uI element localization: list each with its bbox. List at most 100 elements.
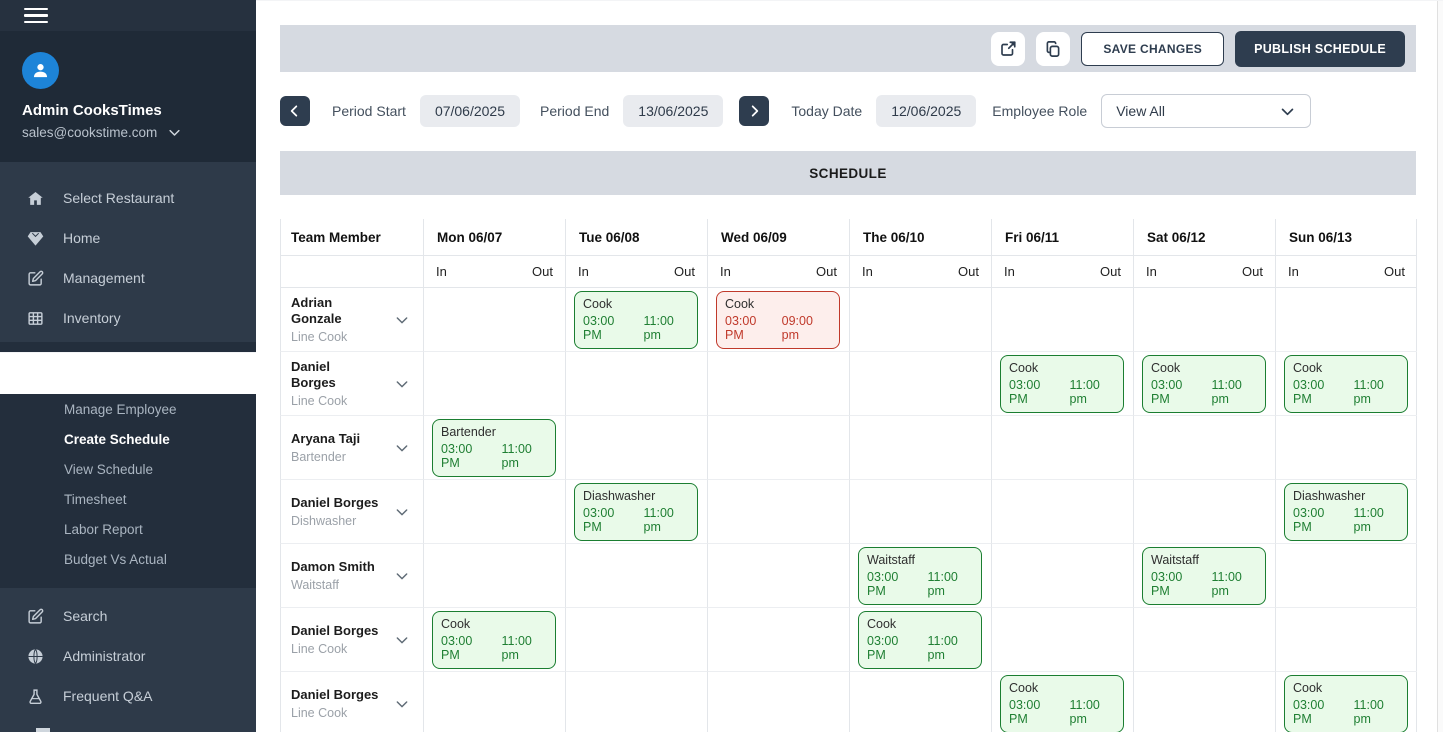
team-member-cell[interactable]: Daniel Borges Line Cook [280,608,423,672]
empty-shift-cell[interactable] [1275,544,1417,608]
empty-shift-cell[interactable] [1275,608,1417,672]
empty-shift-cell[interactable] [707,672,849,732]
empty-shift-cell[interactable] [707,480,849,544]
empty-shift-cell[interactable] [1133,672,1275,732]
empty-shift-cell[interactable] [991,288,1133,352]
save-changes-button[interactable]: SAVE CHANGES [1081,31,1225,66]
chevron-down-icon[interactable] [394,696,410,712]
empty-shift-cell[interactable] [423,288,565,352]
export-button[interactable] [991,31,1026,66]
empty-shift-cell[interactable] [849,288,991,352]
scrollbar[interactable] [1437,1,1443,732]
empty-shift-cell[interactable] [849,352,991,416]
sidebar-subitem-create-schedule[interactable]: Create Schedule [64,431,170,447]
empty-shift-cell[interactable] [1275,288,1417,352]
empty-shift-cell[interactable] [707,544,849,608]
shift-cell[interactable]: Cook 03:00 PM 11:00 pm [423,608,565,672]
empty-shift-cell[interactable] [1133,416,1275,480]
empty-shift-cell[interactable] [423,480,565,544]
chevron-down-icon[interactable] [394,440,410,456]
shift-cell[interactable]: Diashwasher 03:00 PM 11:00 pm [565,480,707,544]
avatar[interactable] [22,52,59,89]
empty-shift-cell[interactable] [991,416,1133,480]
next-period-button[interactable] [739,96,770,126]
chevron-down-icon[interactable] [394,632,410,648]
team-member-cell[interactable]: Daniel Borges Line Cook [280,672,423,732]
sidebar-subitem-labor-report[interactable]: Labor Report [64,521,143,537]
shift-cell[interactable]: Bartender 03:00 PM 11:00 pm [423,416,565,480]
shift-cell[interactable]: Cook 03:00 PM 11:00 pm [1275,352,1417,416]
shift-card[interactable]: Diashwasher 03:00 PM 11:00 pm [574,482,698,541]
team-member-cell[interactable]: Adrian Gonzale Line Cook [280,288,423,352]
sidebar-item-frequent-qa[interactable]: Frequent Q&A [0,676,256,716]
shift-cell[interactable]: Cook 03:00 PM 11:00 pm [991,352,1133,416]
shift-card[interactable]: Waitstaff 03:00 PM 11:00 pm [1142,546,1266,605]
empty-shift-cell[interactable] [1133,608,1275,672]
shift-cell[interactable]: Cook 03:00 PM 11:00 pm [849,608,991,672]
empty-shift-cell[interactable] [565,608,707,672]
sidebar-item-search[interactable]: Search [0,596,256,636]
empty-shift-cell[interactable] [1133,288,1275,352]
previous-period-button[interactable] [280,96,310,126]
sidebar-item-scheduling[interactable]: Scheduling [0,352,256,394]
shift-card[interactable]: Cook 03:00 PM 11:00 pm [1000,674,1124,732]
shift-card[interactable]: Cook 03:00 PM 11:00 pm [1000,354,1124,413]
chevron-down-icon[interactable] [167,125,182,140]
sidebar-item-inventory[interactable]: Inventory [0,298,256,338]
sidebar-item-administrator[interactable]: Administrator [0,636,256,676]
shift-cell[interactable]: Cook 03:00 PM 11:00 pm [1133,352,1275,416]
sidebar-subitem-view-schedule[interactable]: View Schedule [64,461,154,477]
empty-shift-cell[interactable] [707,416,849,480]
empty-shift-cell[interactable] [991,608,1133,672]
shift-cell[interactable]: Waitstaff 03:00 PM 11:00 pm [849,544,991,608]
empty-shift-cell[interactable] [849,672,991,732]
empty-shift-cell[interactable] [423,672,565,732]
empty-shift-cell[interactable] [707,352,849,416]
empty-shift-cell[interactable] [423,544,565,608]
empty-shift-cell[interactable] [565,352,707,416]
period-start-value[interactable]: 07/06/2025 [419,95,521,127]
chevron-down-icon[interactable] [394,568,410,584]
hamburger-menu-icon[interactable] [24,4,48,28]
sidebar-item-select-restaurant[interactable]: Select Restaurant [0,178,256,218]
sidebar-item-home[interactable]: Home [0,218,256,258]
publish-schedule-button[interactable]: PUBLISH SCHEDULE [1235,30,1405,67]
shift-card[interactable]: Cook 03:00 PM 11:00 pm [1284,674,1408,732]
chevron-down-icon[interactable] [394,312,410,328]
empty-shift-cell[interactable] [1275,416,1417,480]
empty-shift-cell[interactable] [849,416,991,480]
empty-shift-cell[interactable] [991,544,1133,608]
sidebar-subitem-manage-employee[interactable]: Manage Employee [64,401,177,417]
sidebar-item-management[interactable]: Management [0,258,256,298]
shift-card[interactable]: Diashwasher 03:00 PM 11:00 pm [1284,482,1408,541]
shift-card[interactable]: Cook 03:00 PM 11:00 pm [1142,354,1266,413]
chevron-down-icon[interactable] [394,504,410,520]
shift-cell[interactable]: Diashwasher 03:00 PM 11:00 pm [1275,480,1417,544]
team-member-cell[interactable]: Aryana Taji Bartender [280,416,423,480]
team-member-cell[interactable]: Daniel Borges Dishwasher [280,480,423,544]
copy-button[interactable] [1036,31,1071,66]
empty-shift-cell[interactable] [423,352,565,416]
sidebar-subitem-timesheet[interactable]: Timesheet [64,491,127,507]
team-member-cell[interactable]: Damon Smith Waitstaff [280,544,423,608]
shift-card[interactable]: Bartender 03:00 PM 11:00 pm [432,418,556,477]
empty-shift-cell[interactable] [565,416,707,480]
empty-shift-cell[interactable] [565,672,707,732]
employee-role-select[interactable]: View All [1101,94,1312,128]
shift-cell[interactable]: Cook 03:00 PM 11:00 pm [565,288,707,352]
period-end-value[interactable]: 13/06/2025 [623,95,724,127]
team-member-cell[interactable]: Daniel Borges Line Cook [280,352,423,416]
shift-cell[interactable]: Cook 03:00 PM 09:00 pm [707,288,849,352]
empty-shift-cell[interactable] [849,480,991,544]
shift-card[interactable]: Waitstaff 03:00 PM 11:00 pm [858,546,982,605]
empty-shift-cell[interactable] [565,544,707,608]
shift-card[interactable]: Cook 03:00 PM 11:00 pm [432,610,556,669]
shift-card[interactable]: Cook 03:00 PM 11:00 pm [574,290,698,349]
chevron-down-icon[interactable] [394,376,410,392]
shift-card-warning[interactable]: Cook 03:00 PM 09:00 pm [716,290,840,349]
empty-shift-cell[interactable] [707,608,849,672]
shift-cell[interactable]: Cook 03:00 PM 11:00 pm [1275,672,1417,732]
empty-shift-cell[interactable] [1133,480,1275,544]
sidebar-subitem-budget-vs-actual[interactable]: Budget Vs Actual [64,551,167,567]
empty-shift-cell[interactable] [991,480,1133,544]
